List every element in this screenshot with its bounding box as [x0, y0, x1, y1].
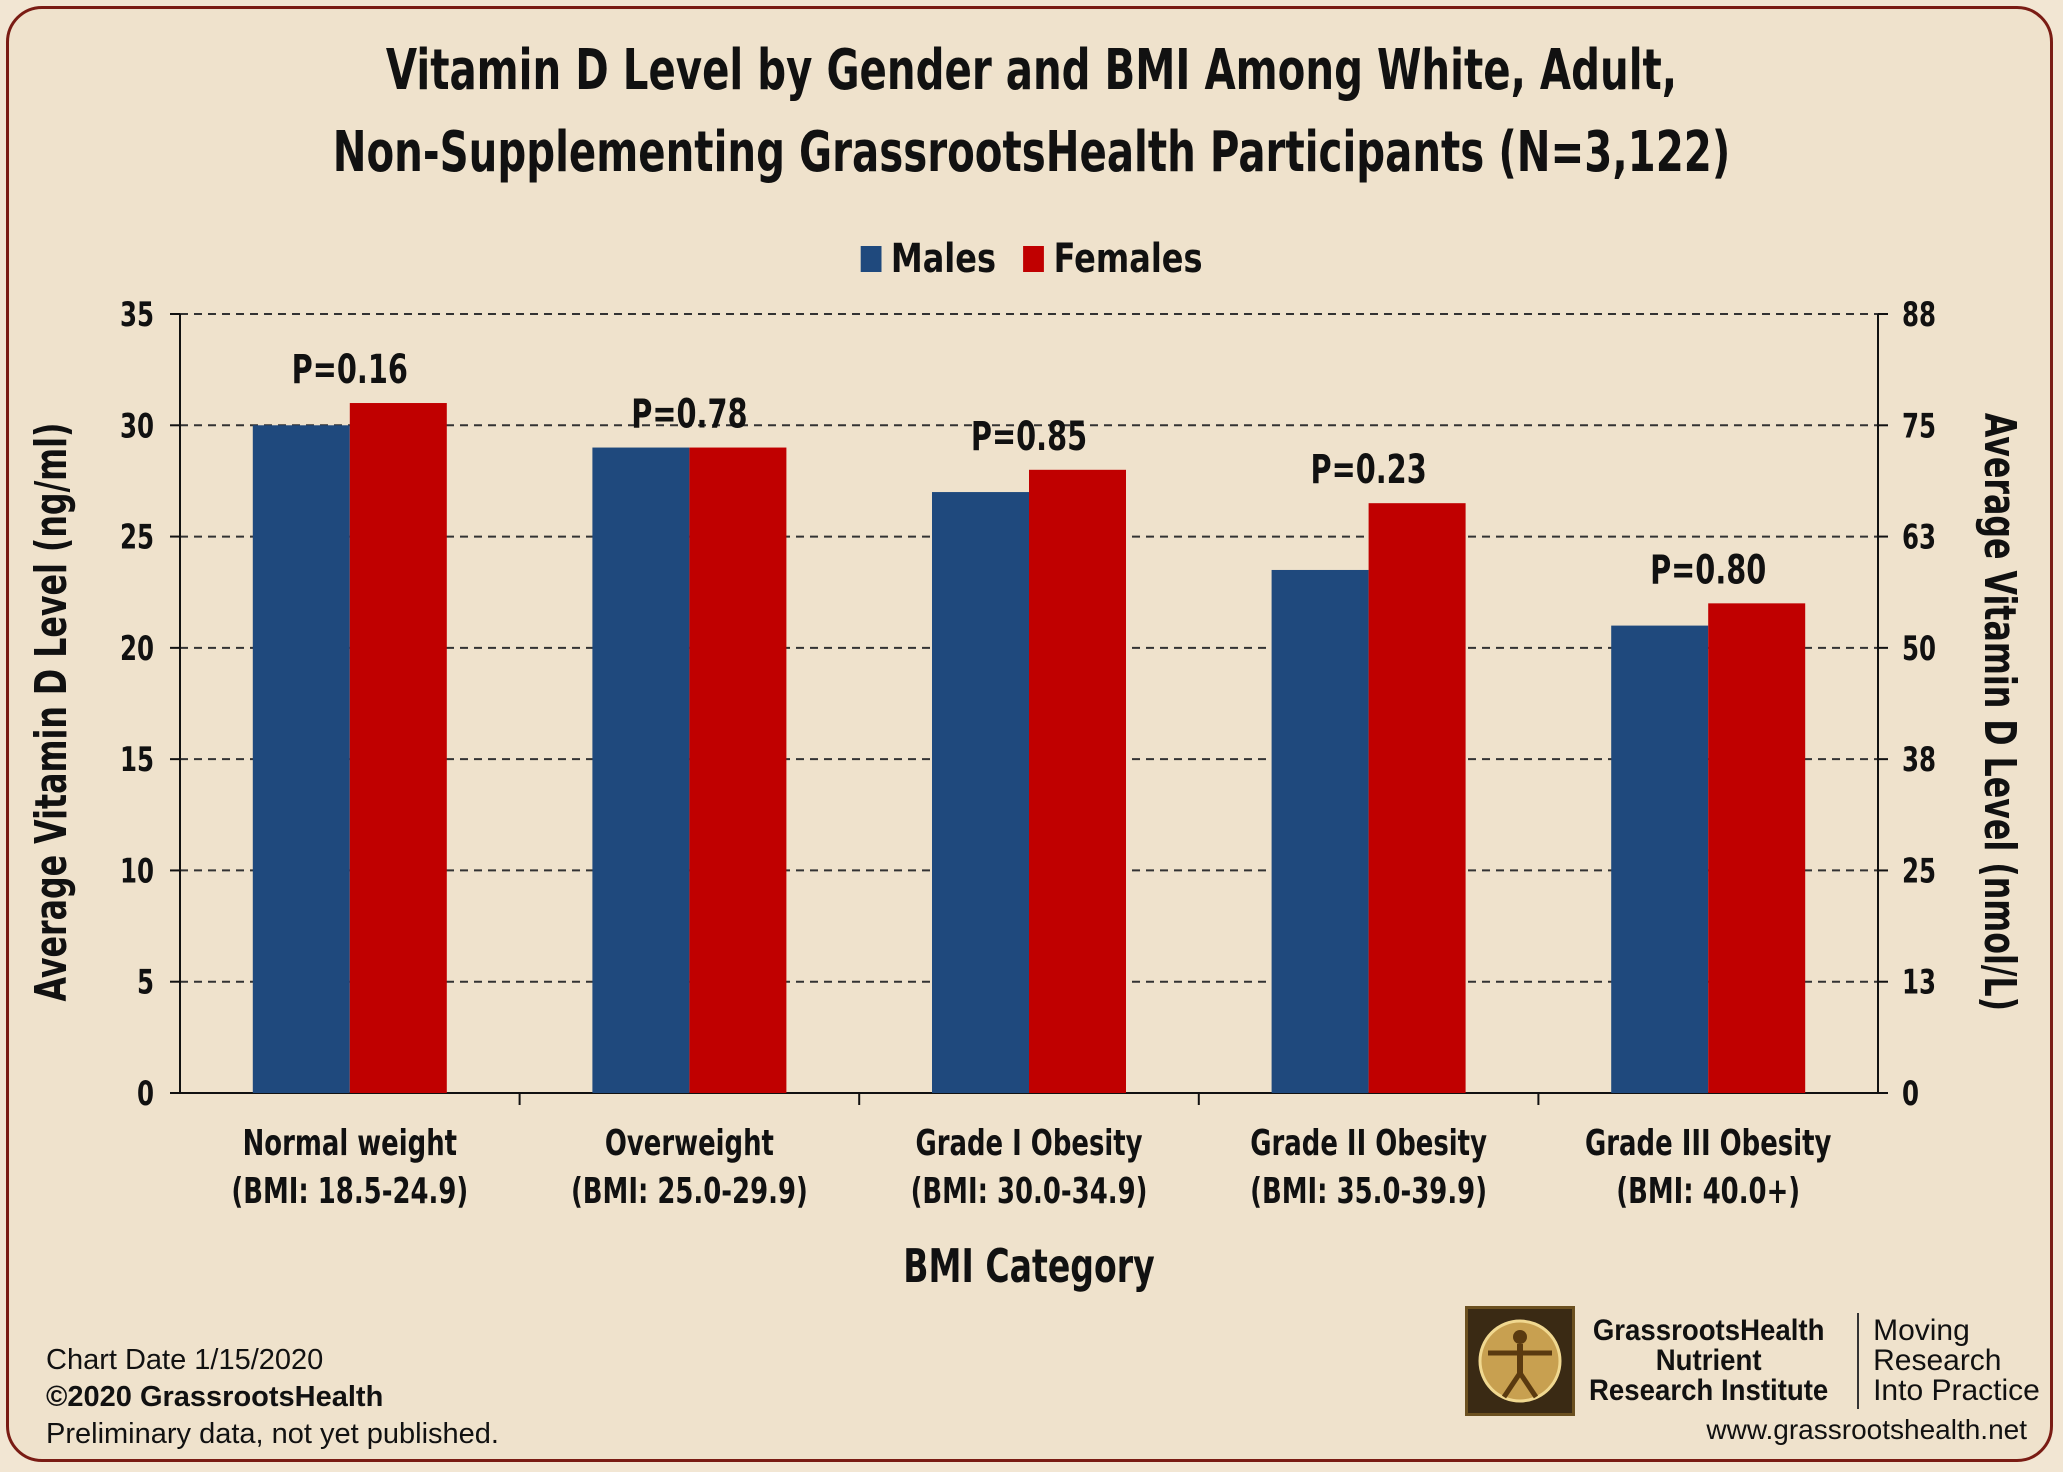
- legend-label-males: Males: [890, 236, 997, 282]
- y-tick-label-left: 30: [120, 406, 154, 445]
- legend-item-females: Females: [1023, 236, 1203, 282]
- institute-name-line-1: GrassrootsHealth: [1592, 1314, 1825, 1347]
- data-note: Preliminary data, not yet published.: [46, 1418, 499, 1450]
- y-axis-title-right: Average Vitamin D Level (nmol/L): [1974, 413, 2026, 1011]
- y-tick-label-left: 15: [120, 740, 154, 779]
- y-tick-label-left: 20: [120, 629, 154, 668]
- x-tick-sublabel: (BMI: 25.0-29.9): [571, 1171, 808, 1212]
- x-tick-label: Grade II Obesity: [1250, 1123, 1487, 1164]
- x-tick-sublabel: (BMI: 35.0-39.9): [1250, 1171, 1487, 1212]
- legend-label-females: Females: [1053, 236, 1203, 282]
- bar-chart: 0 0 5 13 10 25 15 38 20 50 25 63 30 75 35 88 P=0.16 Norma…: [26, 295, 2026, 1294]
- y-tick-label-left: 25: [120, 518, 154, 557]
- chart-date: Chart Date 1/15/2020: [46, 1344, 324, 1376]
- bar-males-4: [1611, 625, 1709, 1093]
- bar-males-1: [592, 447, 690, 1093]
- website-url: www.grassrootshealth.net: [1706, 1414, 2027, 1445]
- y-tick-label-right: 63: [1902, 518, 1936, 557]
- legend-item-males: Males: [860, 236, 996, 282]
- p-value-label: P=0.80: [1650, 548, 1766, 594]
- y-axis-title-left: Average Vitamin D Level (ng/ml): [26, 422, 78, 1001]
- bar-females-1: [689, 447, 787, 1093]
- y-tick-label-right: 13: [1902, 963, 1936, 1002]
- y-tick-label-right: 25: [1902, 851, 1936, 890]
- x-tick-sublabel: (BMI: 30.0-34.9): [911, 1171, 1148, 1212]
- bar-males-0: [252, 425, 350, 1093]
- tagline-line-2: Research: [1873, 1344, 2002, 1377]
- bar-females-4: [1708, 603, 1806, 1093]
- y-tick-label-left: 35: [120, 295, 154, 334]
- bar-males-3: [1271, 569, 1369, 1093]
- y-tick-label-right: 88: [1902, 295, 1936, 334]
- y-tick-label-right: 75: [1902, 406, 1936, 445]
- legend-swatch-females: [1023, 246, 1045, 272]
- institute-logo: GrassrootsHealth Nutrient Research Insti…: [1465, 1306, 2040, 1416]
- institute-name: GrassrootsHealth Nutrient Research Insti…: [1589, 1316, 1828, 1406]
- institute-name-line-2: Nutrient: [1655, 1344, 1762, 1377]
- tagline-line-3: Into Practice: [1873, 1374, 2040, 1407]
- bar-females-2: [1029, 469, 1126, 1093]
- bar-males-2: [932, 492, 1029, 1093]
- y-tick-label-left: 10: [120, 851, 154, 890]
- logo-divider: [1857, 1313, 1860, 1409]
- copyright: ©2020 GrassrootsHealth: [46, 1381, 384, 1413]
- y-tick-label-right: 38: [1902, 740, 1936, 779]
- institute-tagline: Moving Research Into Practice: [1873, 1316, 2040, 1406]
- y-tick-label-right: 0: [1902, 1074, 1919, 1113]
- x-tick-label: Grade III Obesity: [1585, 1123, 1831, 1164]
- bar-females-0: [349, 403, 447, 1093]
- institute-name-line-3: Research Institute: [1589, 1374, 1829, 1407]
- x-tick-label: Overweight: [605, 1123, 774, 1164]
- legend-swatch-males: [860, 246, 882, 272]
- bar-females-3: [1368, 503, 1466, 1094]
- chart-title-line-2: Non-Supplementing GrassrootsHealth Parti…: [332, 120, 1731, 185]
- p-value-label: P=0.23: [1310, 448, 1426, 494]
- x-tick-label: Grade I Obesity: [915, 1123, 1142, 1164]
- x-tick-sublabel: (BMI: 40.0+): [1616, 1171, 1800, 1212]
- x-tick-sublabel: (BMI: 18.5-24.9): [231, 1171, 468, 1212]
- x-axis-title: BMI Category: [903, 1241, 1154, 1294]
- x-tick-label: Normal weight: [243, 1123, 457, 1164]
- y-tick-label-right: 50: [1902, 629, 1936, 668]
- vitruvian-man-icon: [1465, 1306, 1575, 1416]
- y-tick-label-left: 0: [137, 1074, 154, 1113]
- legend: Males Females: [206, 236, 1856, 282]
- tagline-line-1: Moving: [1873, 1314, 1970, 1347]
- p-value-label: P=0.78: [631, 392, 747, 438]
- p-value-label: P=0.85: [971, 414, 1087, 460]
- y-tick-label-left: 5: [137, 963, 154, 1002]
- chart-title-line-1: Vitamin D Level by Gender and BMI Among …: [385, 38, 1678, 103]
- p-value-label: P=0.16: [292, 347, 408, 393]
